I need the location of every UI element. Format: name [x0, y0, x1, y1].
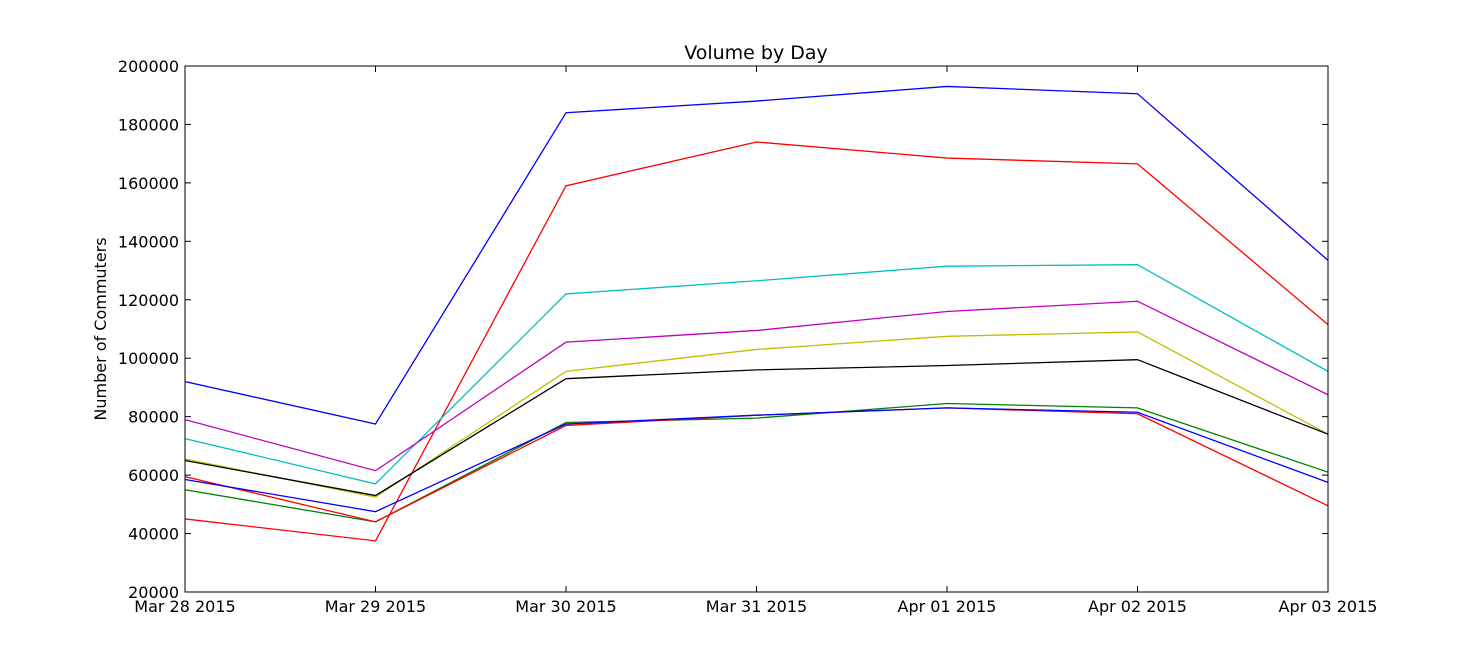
- series-line-6: [184, 359, 1329, 497]
- y-tick-label: 200000: [118, 57, 179, 76]
- series-line-2: [184, 141, 1329, 542]
- x-tick-label: Mar 28 2015: [134, 597, 235, 616]
- x-tick-label: Mar 31 2015: [706, 597, 807, 616]
- x-tick-label: Mar 29 2015: [325, 597, 426, 616]
- series-line-9: [184, 407, 1329, 513]
- x-tick-label: Apr 02 2015: [1088, 597, 1187, 616]
- y-axis-label: Number of Commuters: [91, 237, 110, 420]
- y-tick-label: 140000: [118, 232, 179, 251]
- y-tick-label: 20000: [128, 583, 179, 602]
- x-tick-label: Apr 01 2015: [898, 597, 997, 616]
- series-line-5: [184, 331, 1329, 498]
- y-tick-label: 80000: [128, 408, 179, 427]
- y-tick-label: 40000: [128, 525, 179, 544]
- series-layer: [184, 85, 1329, 542]
- x-tick-label: Apr 03 2015: [1279, 597, 1378, 616]
- tick-layer: 20000 40000 60000 80000 100000 120000 140000 16…: [118, 57, 1378, 616]
- y-tick-label: 120000: [118, 291, 179, 310]
- series-line-3: [184, 264, 1329, 485]
- y-tick-label: 160000: [118, 174, 179, 193]
- series-line-4: [184, 300, 1329, 472]
- series-line-8: [184, 407, 1329, 523]
- y-tick-label: 100000: [118, 349, 179, 368]
- chart-title: Volume by Day: [684, 42, 828, 64]
- y-tick-label: 180000: [118, 115, 179, 134]
- x-tick-label: Mar 30 2015: [515, 597, 616, 616]
- y-tick-label: 60000: [128, 466, 179, 485]
- series-line-7: [184, 402, 1329, 523]
- plot-frame: [184, 65, 1329, 593]
- series-line-1: [184, 85, 1329, 425]
